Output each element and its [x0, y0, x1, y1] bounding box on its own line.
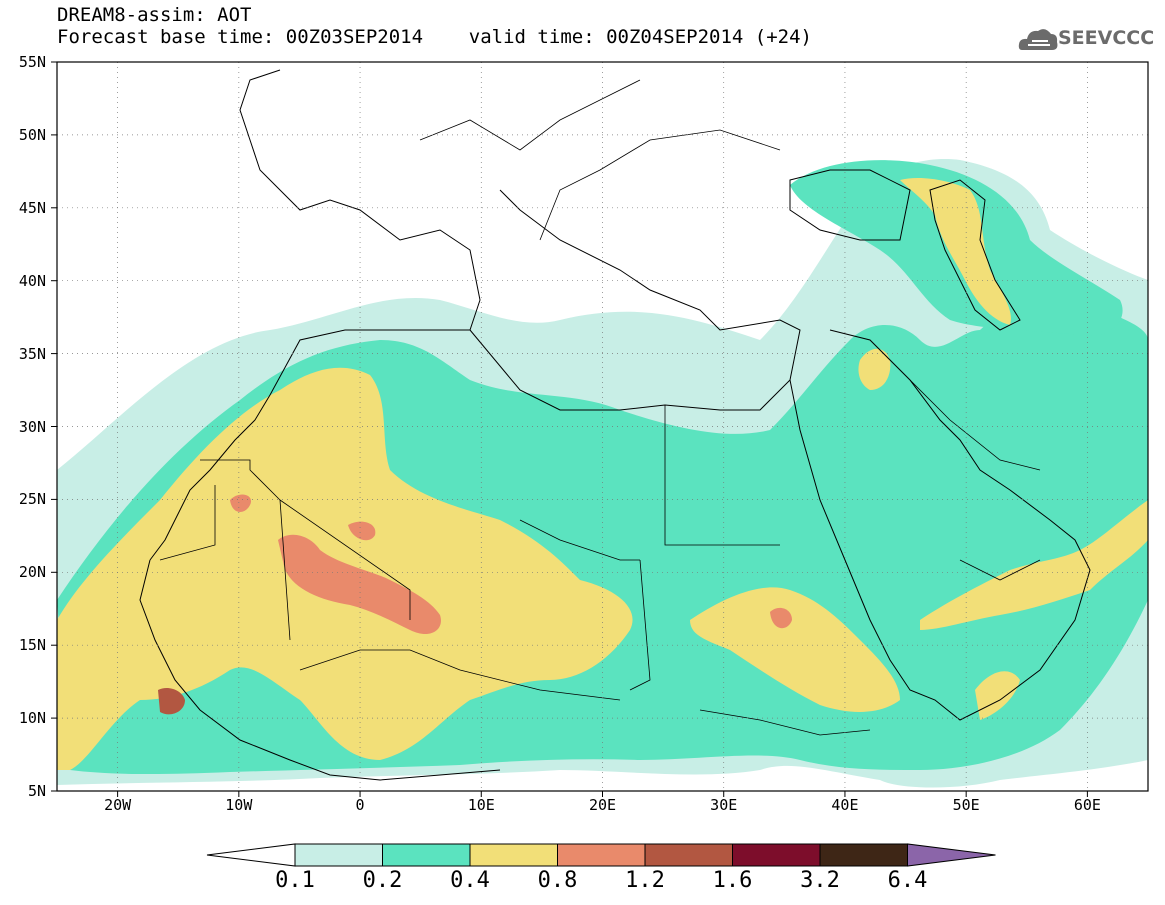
lat-label: 35N: [18, 344, 46, 363]
title-line-2: Forecast base time: 00Z03SEP2014 valid t…: [57, 26, 812, 48]
lat-label: 20N: [18, 563, 46, 582]
aot-patch-b: [348, 521, 376, 541]
lat-label: 30N: [18, 417, 46, 436]
lon-label: 20W: [104, 796, 132, 814]
aot-sudan-yellow: [690, 587, 900, 712]
lat-label: 45N: [18, 198, 46, 217]
colorbar-segment: [557, 843, 646, 867]
colorbar-segment: [644, 843, 733, 867]
lon-label: 10W: [225, 796, 253, 814]
colorbar-segment: [294, 843, 383, 867]
colorbar-tick-label: 3.2: [800, 868, 840, 893]
lon-label: 10E: [467, 796, 495, 814]
cloud-logo-icon: [1018, 29, 1058, 50]
aot-caspian-yellow: [900, 178, 1011, 325]
colorbar-segment: [469, 843, 558, 867]
lat-label: 5N: [27, 782, 46, 800]
lat-label: 50N: [18, 125, 46, 144]
title-line-1: DREAM8-assim: AOT: [57, 4, 252, 26]
aot-band-0.8: [278, 534, 441, 635]
lon-label: 0: [355, 796, 365, 814]
lon-label: 20E: [588, 796, 617, 814]
colorbar-tick-label: 0.1: [275, 868, 315, 893]
colorbar: [206, 843, 996, 867]
axis-ticks: [51, 61, 1088, 797]
lat-label: 25N: [18, 490, 46, 509]
aot-patch-d: [158, 688, 185, 715]
colorbar-tick-label: 0.4: [450, 868, 490, 893]
aot-iraq-yellow: [858, 348, 891, 390]
colorbar-tick-label: 0.2: [362, 868, 403, 893]
colorbar-over-arrow: [907, 843, 996, 867]
lon-label: 30E: [710, 796, 738, 814]
logo-text: SEEVCCC: [1058, 27, 1155, 49]
aot-arabia-yellow: [920, 500, 1148, 630]
lat-label: 55N: [18, 53, 46, 71]
colorbar-segment: [819, 843, 908, 867]
lon-label: 50E: [952, 796, 980, 814]
colorbar-segment: [382, 843, 471, 867]
lon-label: 60E: [1073, 796, 1101, 814]
lat-label: 40N: [18, 271, 46, 290]
lon-label: 40E: [831, 796, 859, 814]
aot-patch-c: [770, 607, 792, 629]
lat-label: 10N: [18, 709, 46, 728]
colorbar-segment: [732, 843, 821, 867]
aot-oman-yellow: [975, 671, 1020, 720]
colorbar-tick-label: 1.2: [625, 868, 665, 893]
colorbar-tick-label: 0.8: [537, 868, 578, 893]
lat-label: 15N: [18, 636, 46, 655]
colorbar-under-arrow: [206, 843, 296, 867]
colorbar-tick-label: 6.4: [887, 868, 928, 893]
colorbar-tick-label: 1.6: [712, 868, 753, 893]
country-borders: [159, 79, 1041, 736]
aot-patch-a: [230, 494, 251, 512]
